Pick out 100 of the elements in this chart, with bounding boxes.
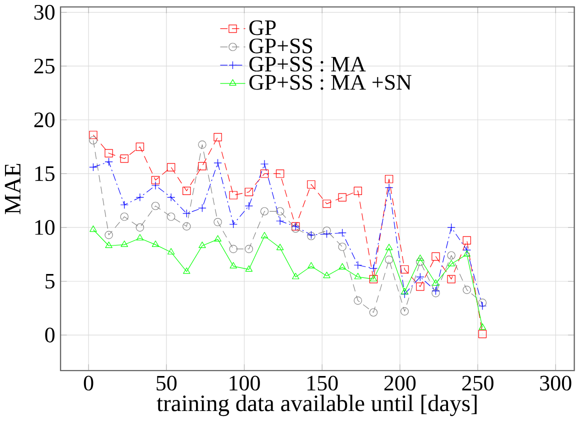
point (244, 188, 254, 196)
point (292, 224, 300, 233)
point (447, 223, 456, 232)
legend-label: GP+SS (249, 38, 312, 54)
point (89, 136, 98, 144)
point (322, 226, 331, 235)
point (104, 149, 113, 158)
point (384, 174, 394, 184)
point (478, 298, 487, 307)
point (447, 251, 456, 260)
point (369, 264, 378, 272)
x-tick-label: 250 (462, 376, 494, 391)
y-tick-label: 0 (45, 328, 55, 342)
point (354, 261, 362, 270)
point (478, 330, 487, 338)
point (105, 242, 112, 248)
point (104, 230, 113, 240)
legend-label: GP (249, 20, 276, 36)
point (230, 262, 237, 268)
point (166, 212, 176, 221)
point (198, 242, 206, 248)
x-tick-label: 0 (84, 376, 94, 391)
point (198, 204, 206, 212)
y-tick-label: 20 (34, 112, 55, 128)
x-tick-label: 100 (230, 376, 260, 391)
point (183, 267, 190, 274)
point (136, 193, 144, 202)
point (214, 235, 222, 242)
legend-label: GP+SS : MA +SN (249, 75, 412, 90)
point (462, 236, 471, 244)
point (478, 302, 487, 310)
point (214, 132, 222, 142)
point (292, 272, 300, 280)
point (384, 184, 394, 192)
point (401, 288, 408, 294)
point (416, 258, 424, 266)
point (400, 307, 409, 316)
point (369, 308, 378, 317)
point (338, 263, 346, 270)
point (151, 176, 160, 184)
point (120, 154, 128, 163)
point (400, 290, 409, 298)
x-tick-label: 200 (384, 376, 416, 391)
point (260, 170, 269, 178)
legend-label: GP+SS : MA (249, 56, 366, 72)
point (354, 186, 362, 195)
point (229, 191, 238, 200)
point (323, 272, 330, 278)
point (338, 228, 346, 237)
point (338, 193, 346, 202)
point (167, 248, 175, 254)
point (214, 158, 222, 168)
point (229, 244, 238, 254)
point (276, 244, 284, 250)
point (89, 130, 98, 140)
y-axis-title: MAE (4, 164, 20, 214)
point (432, 279, 440, 286)
point (120, 212, 128, 221)
x-tick-label: 300 (540, 376, 572, 391)
x-tick-label: 150 (308, 376, 338, 391)
point (136, 223, 144, 232)
point (136, 142, 144, 151)
point (447, 274, 456, 284)
point (89, 163, 98, 172)
point (462, 286, 471, 294)
point (166, 163, 176, 172)
y-tick-label: 10 (35, 220, 55, 235)
point (322, 200, 331, 208)
point (260, 160, 269, 168)
point (182, 222, 191, 230)
point (432, 252, 440, 261)
point (448, 260, 455, 266)
point (214, 218, 222, 226)
point (385, 244, 393, 250)
y-tick-label: 30 (34, 4, 55, 20)
x-tick-label: 50 (156, 376, 177, 391)
point (151, 202, 160, 210)
point (276, 216, 284, 226)
point (400, 265, 409, 274)
y-tick-label: 25 (34, 58, 54, 74)
point (104, 158, 113, 166)
point (229, 220, 238, 228)
point (463, 250, 470, 257)
point (416, 282, 424, 291)
point (307, 180, 316, 189)
y-tick-label: 15 (35, 166, 54, 182)
point (198, 162, 206, 170)
point (198, 140, 206, 149)
point (182, 186, 191, 195)
point (276, 170, 284, 178)
point (338, 242, 346, 251)
point (90, 226, 97, 232)
point (136, 234, 144, 240)
point (478, 323, 486, 330)
point (354, 272, 362, 280)
point (152, 240, 160, 247)
point (322, 230, 331, 238)
x-axis-title: training data available until [days] (156, 394, 477, 416)
point (354, 296, 362, 305)
point (244, 202, 254, 210)
